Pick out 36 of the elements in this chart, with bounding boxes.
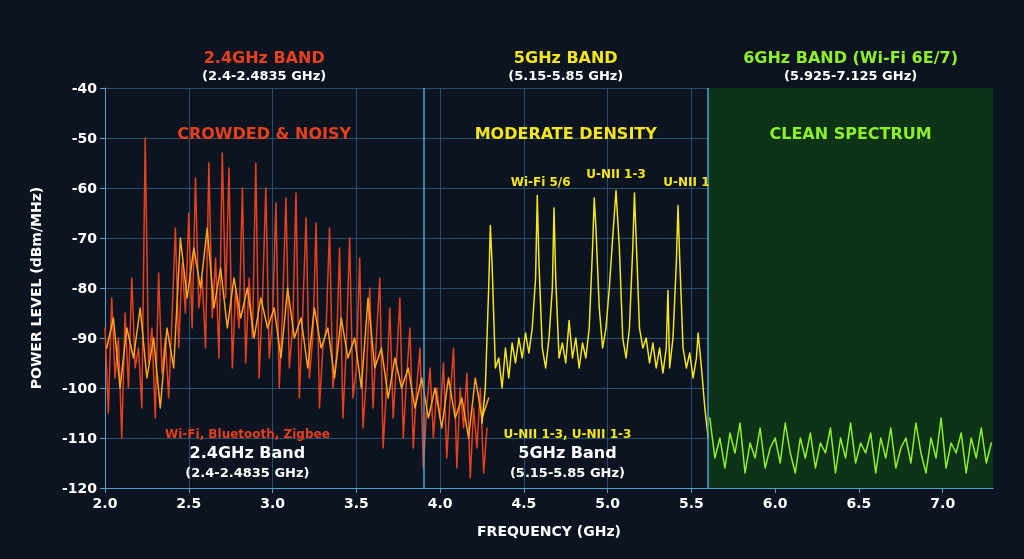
- y-tick-label: -120: [61, 480, 98, 496]
- x-tick-label: 3.0: [260, 495, 286, 511]
- y-tick-label: -100: [61, 380, 98, 396]
- y-tick-label: -60: [71, 180, 98, 196]
- annotation: CROWDED & NOISY: [177, 123, 352, 143]
- annotation: MODERATE DENSITY: [474, 123, 658, 143]
- x-tick-label: 6.5: [846, 495, 872, 511]
- x-tick-label: 5.0: [595, 495, 621, 511]
- annotation: Wi-Fi 5/6: [510, 174, 571, 189]
- y-tick-label: -50: [71, 130, 98, 146]
- annotation: U-NII 1-3, U-NII 1-3 5GHz Band (5.15-5.85 GHz): [503, 426, 632, 480]
- x-tick-label: 3.5: [343, 495, 369, 511]
- text: 6GHz BAND (Wi-Fi 6E/7) (5.925-7.125 GHz): [743, 47, 958, 83]
- text: 5GHz BAND (5.15-5.85 GHz): [508, 47, 624, 83]
- annotation: Wi-Fi, Bluetooth, Zigbee 2.4GHz Band (2.4-2.4835 GHz): [164, 426, 330, 480]
- x-tick-label: 4.5: [511, 495, 537, 511]
- line-series: [709, 417, 993, 474]
- y-tick-label: -80: [71, 280, 98, 296]
- x-tick-label: 2.5: [176, 495, 202, 511]
- annotation: U-NII 1-3: [586, 166, 646, 181]
- x-tick-label: 6.0: [762, 495, 788, 511]
- y-axis-title: POWER LEVEL (dBm/MHz): [28, 186, 44, 390]
- text: 2.4GHz BAND (2.4-2.4835 GHz): [202, 47, 327, 83]
- line-series: [104, 137, 488, 479]
- line-series: [105, 227, 490, 439]
- x-tick-label: 7.0: [930, 495, 956, 511]
- y-tick-label: -40: [71, 80, 98, 96]
- y-tick-label: -90: [71, 330, 98, 346]
- y-tick-label: -110: [61, 430, 98, 446]
- annotation: U-NII 1: [663, 174, 710, 189]
- x-axis-title: FREQUENCY (GHz): [477, 523, 621, 539]
- x-tick-label: 2.0: [92, 495, 118, 511]
- annotation: CLEAN SPECTRUM: [769, 123, 932, 143]
- x-tick-label: 4.0: [427, 495, 453, 511]
- y-tick-label: -70: [71, 230, 98, 246]
- x-tick-label: 5.5: [679, 495, 704, 511]
